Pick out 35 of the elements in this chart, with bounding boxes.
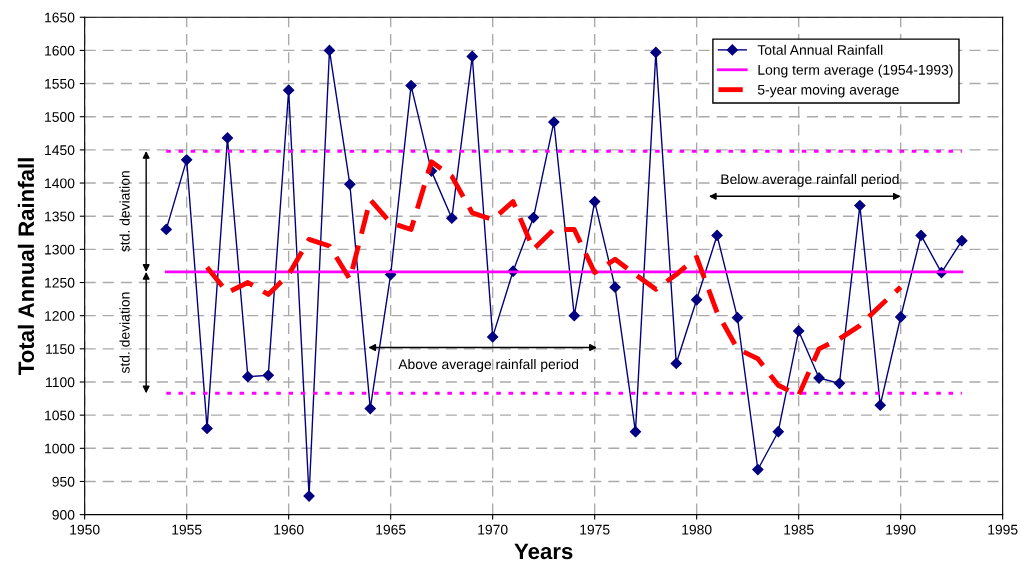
y-axis-title: Total Annual Rainfall [17,158,35,375]
x-axis-title: Years [514,543,573,560]
annotation: std. deviation [119,292,130,374]
y-tick-label: 1400 [45,178,75,189]
y-tick-label: 1100 [46,377,75,388]
y-tick-label: 1500 [45,112,75,122]
x-tick-label: 1965 [376,524,406,535]
annotation: Below average rainfall period [721,173,899,187]
legend-label: 5-year moving average [757,84,899,98]
y-tick-label: 1200 [45,311,75,321]
y-tick-label: 1000 [45,443,75,454]
y-tick-label: 950 [52,476,75,487]
y-tick-label: 1350 [45,211,75,222]
y-tick-label: 1450 [45,145,75,156]
legend-label: Long term average (1954-1993) [758,64,953,78]
x-tick-label: 1975 [580,524,610,535]
annotation: Above average rainfall period [398,358,579,372]
y-tick-label: 1600 [45,45,75,56]
y-tick-label: 1550 [45,78,75,89]
y-tick-label: 1150 [46,344,75,354]
x-tick-label: 1970 [478,524,508,535]
x-tick-label: 1980 [682,524,712,535]
y-tick-label: 1250 [45,277,75,288]
x-tick-label: 1995 [988,524,1018,535]
y-tick-label: 1050 [45,410,75,421]
y-tick-label: 900 [52,509,75,520]
x-tick-label: 1950 [70,524,100,535]
x-tick-label: 1990 [886,524,916,535]
y-tick-label: 1300 [45,244,75,255]
annotation: std. deviation [119,171,130,252]
x-tick-label: 1960 [274,524,304,535]
x-tick-label: 1985 [784,524,814,535]
legend-label: Total Annual Rainfall [757,44,883,55]
x-tick-label: 1955 [172,524,202,535]
y-tick-label: 1650 [45,12,75,23]
